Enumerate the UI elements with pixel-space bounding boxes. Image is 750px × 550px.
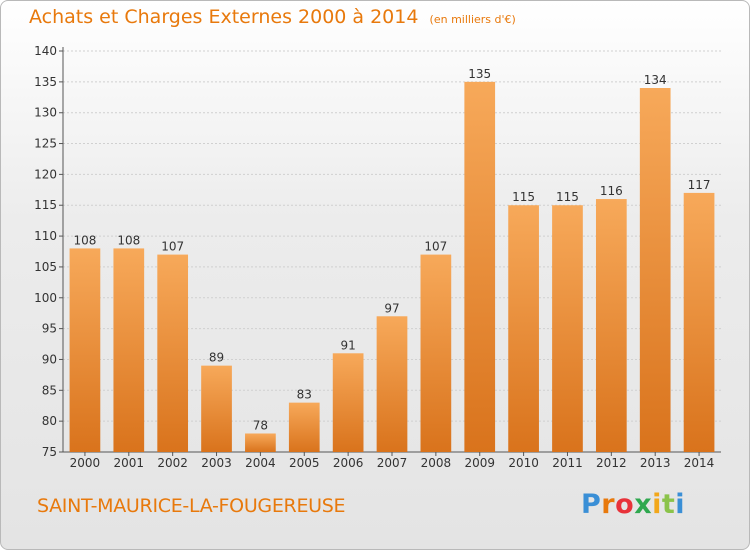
bar-value-label: 115	[556, 190, 579, 204]
x-tick-label: 2010	[508, 456, 539, 470]
logo-letter: t	[661, 489, 676, 520]
bars	[69, 81, 715, 452]
bar	[683, 192, 715, 452]
logo-letter: P	[581, 489, 602, 520]
x-tick-label: 2005	[289, 456, 320, 470]
bar	[595, 199, 627, 452]
y-tick-label: 90	[42, 352, 57, 366]
y-tick-label: 80	[42, 414, 57, 428]
x-tick-label: 2004	[245, 456, 276, 470]
bar-value-label: 97	[384, 301, 399, 315]
bar	[376, 316, 408, 452]
logo-letter: r	[601, 489, 616, 520]
logo-letter: i	[652, 489, 662, 520]
bar	[288, 402, 320, 452]
logo-letter: x	[634, 489, 653, 520]
labels: 75 80 85 90 95 100 105 110 115 120 125 130 135 140 108…	[34, 44, 714, 470]
bar	[464, 81, 496, 452]
chart-title: Achats et Charges Externes 2000 à 2014	[29, 6, 419, 28]
x-tick-label: 2008	[421, 456, 452, 470]
y-tick-label: 100	[34, 291, 57, 305]
x-tick-label: 2011	[552, 456, 583, 470]
y-tick-label: 75	[42, 445, 57, 459]
bar	[113, 248, 145, 452]
y-tick-label: 110	[34, 229, 57, 243]
bar-value-label: 91	[340, 338, 355, 352]
bar-value-label: 78	[253, 418, 268, 432]
bar-value-label: 115	[512, 190, 535, 204]
logo-letter: o	[615, 489, 635, 520]
x-tick-label: 2000	[70, 456, 101, 470]
bar-value-label: 89	[209, 351, 224, 365]
y-tick-label: 85	[42, 383, 57, 397]
bar-value-label: 108	[73, 233, 96, 247]
y-tick-label: 115	[34, 198, 57, 212]
bar-value-label: 116	[600, 184, 623, 198]
proxiti-logo[interactable]: Proxiti	[581, 489, 685, 520]
bar	[508, 205, 539, 452]
bar-value-label: 134	[644, 73, 667, 87]
bar	[332, 353, 364, 452]
logo-letter: i	[675, 489, 686, 520]
y-tick-label: 105	[34, 260, 57, 274]
bar	[552, 205, 583, 452]
bar	[639, 88, 671, 452]
chart-title-block: Achats et Charges Externes 2000 à 2014 (…	[29, 6, 516, 28]
x-tick-label: 2001	[114, 456, 145, 470]
x-tick-label: 2003	[201, 456, 232, 470]
x-tick-label: 2002	[157, 456, 188, 470]
y-tick-label: 140	[34, 44, 57, 58]
y-tick-label: 120	[34, 167, 57, 181]
bar-value-label: 117	[688, 178, 711, 192]
x-tick-label: 2014	[684, 456, 715, 470]
bar-value-label: 108	[117, 233, 140, 247]
bar-value-label: 83	[297, 388, 312, 402]
bar	[69, 248, 101, 452]
x-tick-label: 2006	[333, 456, 364, 470]
bar	[157, 254, 189, 452]
bar	[245, 433, 276, 452]
x-tick-label: 2013	[640, 456, 671, 470]
y-tick-label: 130	[34, 106, 57, 120]
x-tick-label: 2007	[377, 456, 408, 470]
bar-value-label: 135	[468, 67, 491, 81]
x-tick-label: 2009	[464, 456, 495, 470]
y-tick-label: 125	[34, 137, 57, 151]
bar-value-label: 107	[424, 240, 447, 254]
city-name: SAINT-MAURICE-LA-FOUGEREUSE	[37, 495, 346, 517]
bar	[420, 254, 452, 452]
bar	[201, 365, 232, 452]
bar-value-label: 107	[161, 240, 184, 254]
y-tick-label: 135	[34, 75, 57, 89]
chart-subtitle: (en milliers d'€)	[429, 13, 516, 26]
y-tick-label: 95	[42, 322, 57, 336]
x-tick-label: 2012	[596, 456, 627, 470]
